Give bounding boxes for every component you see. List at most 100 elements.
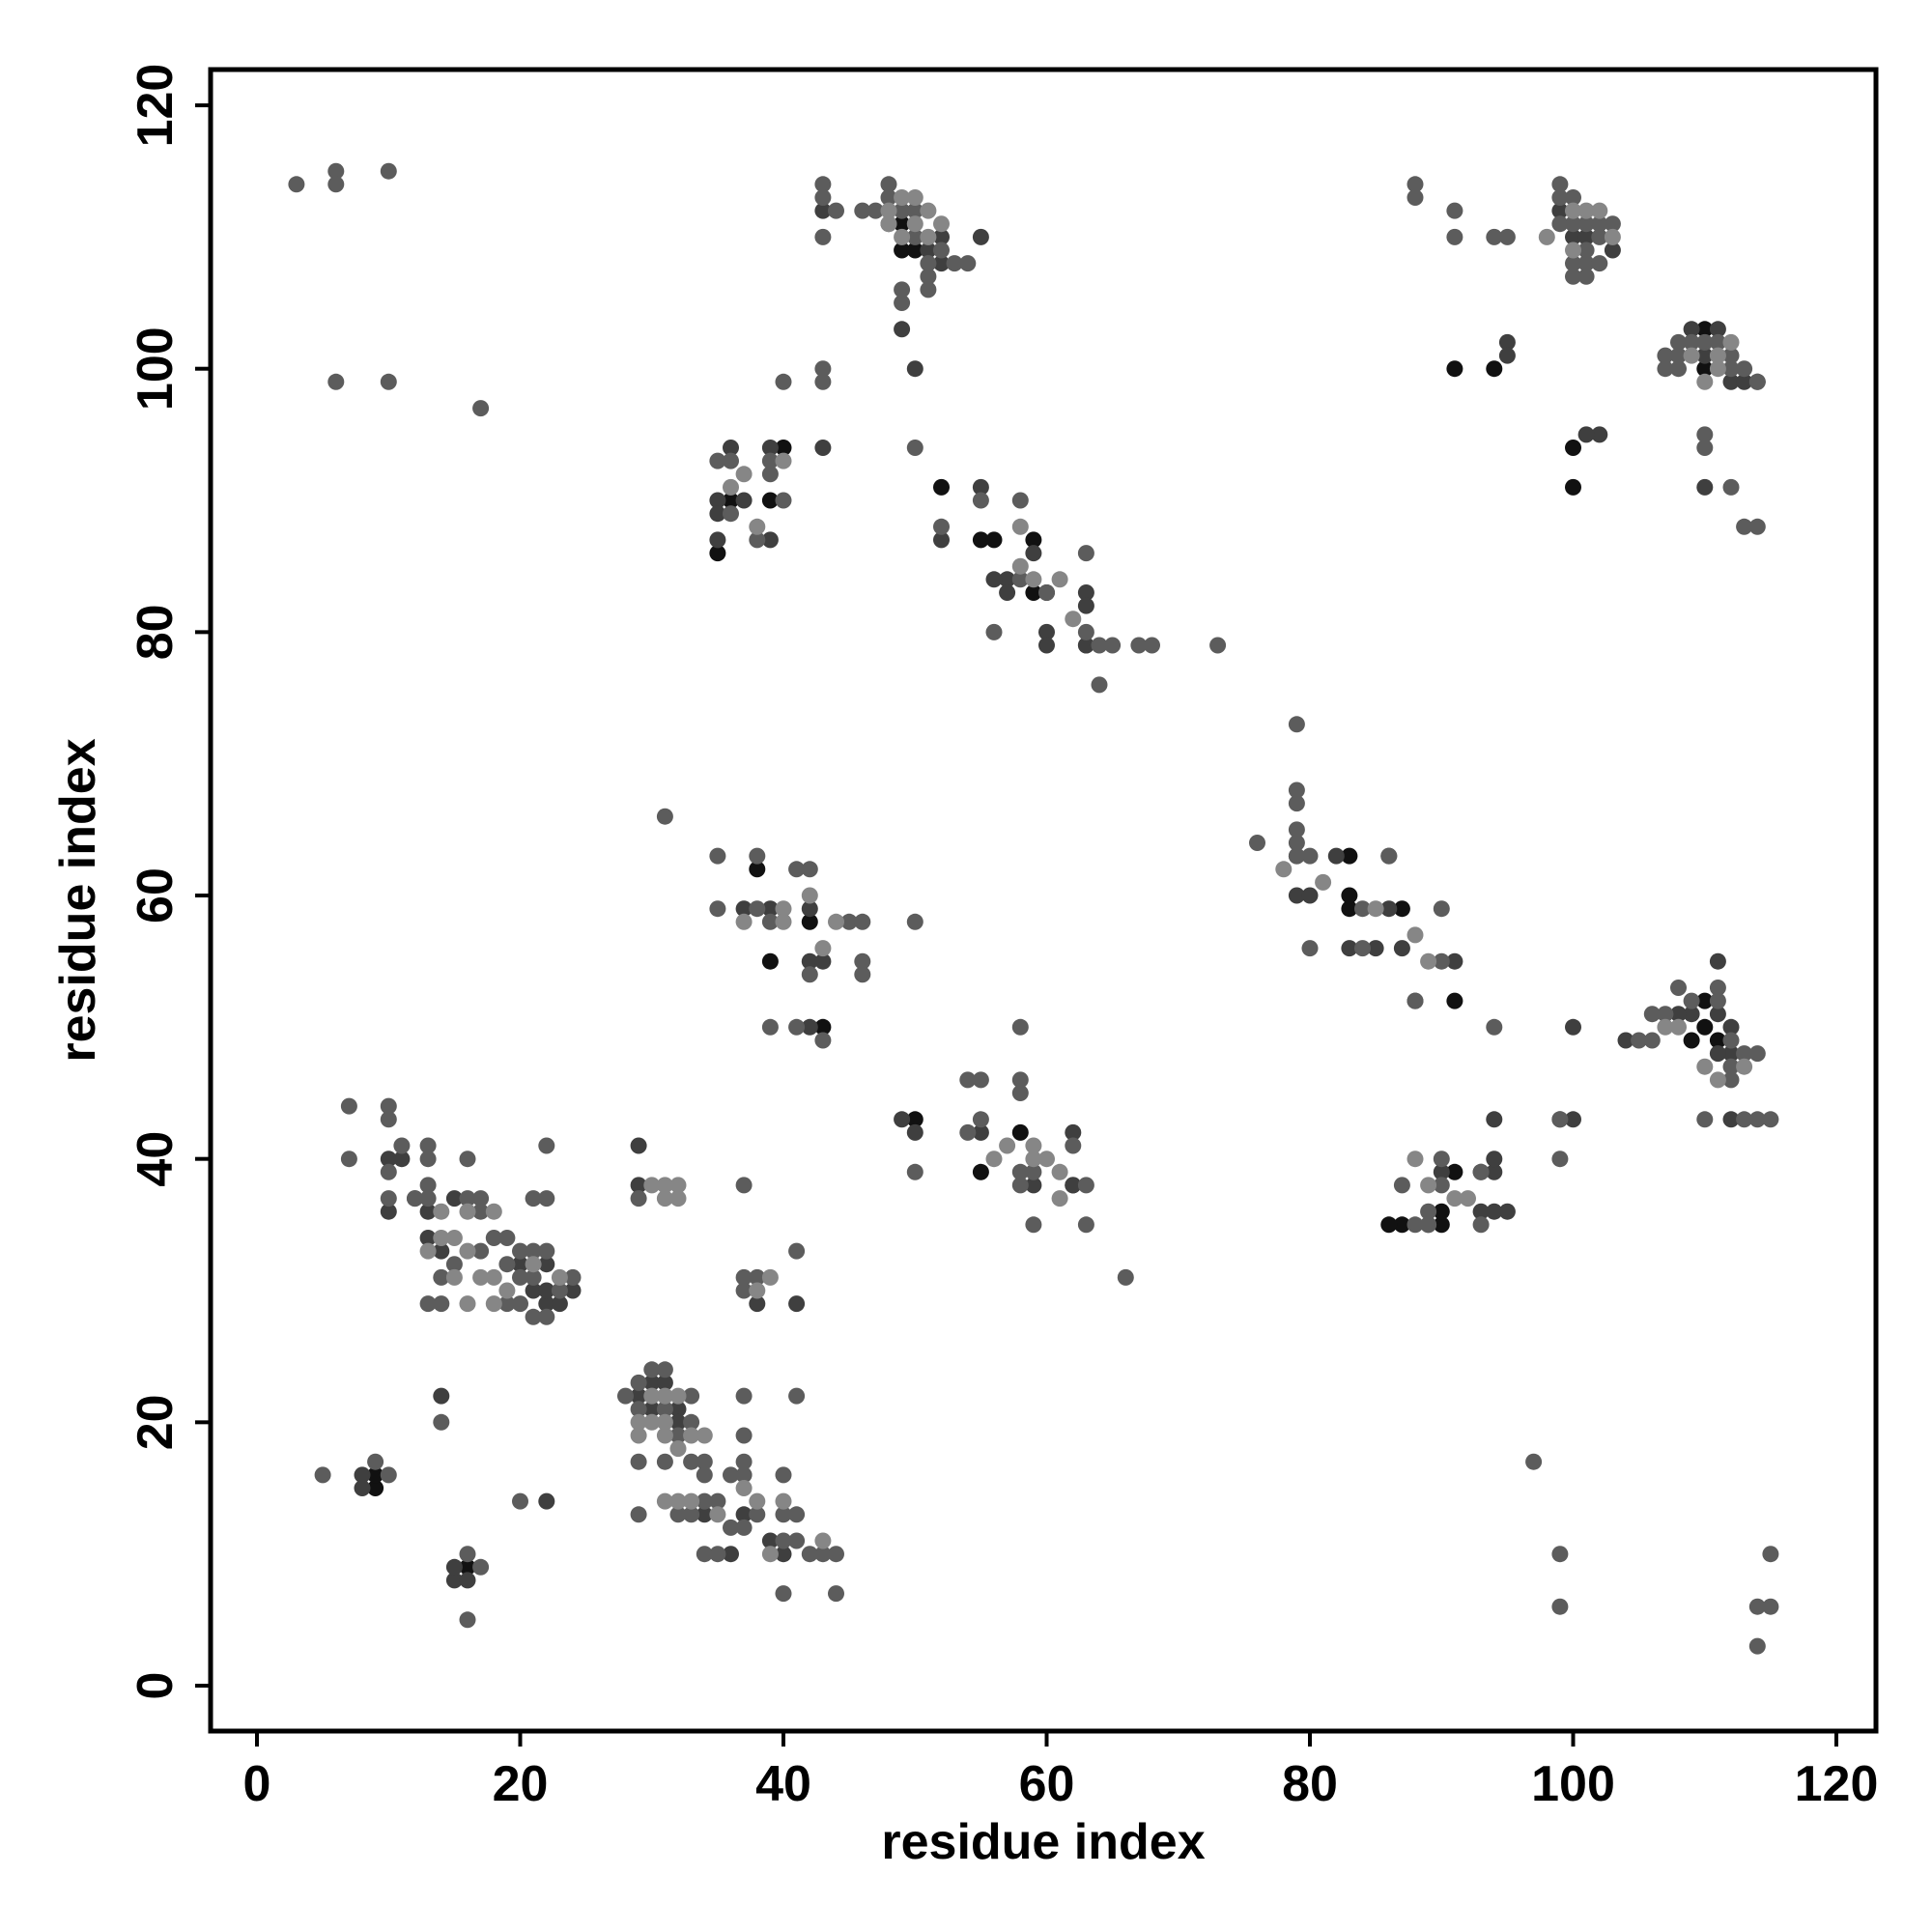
- contact-point: [656, 1374, 673, 1391]
- contact-point: [472, 1190, 490, 1208]
- contact-point: [538, 1282, 555, 1299]
- contact-point: [1301, 887, 1319, 904]
- contact-point: [1091, 676, 1108, 694]
- contact-point: [735, 1177, 753, 1194]
- contact-point: [1011, 571, 1029, 588]
- contact-point: [1565, 228, 1581, 245]
- contact-point: [459, 1242, 476, 1260]
- contact-point: [761, 913, 779, 930]
- contact-point: [380, 1466, 397, 1484]
- contact-point: [1683, 333, 1700, 351]
- contact-point: [775, 373, 792, 390]
- x-tick-label: 40: [755, 1756, 811, 1812]
- contact-point: [1077, 584, 1094, 601]
- contact-point: [1709, 333, 1726, 351]
- contact-point: [1670, 1006, 1687, 1023]
- contact-point: [894, 215, 911, 233]
- contact-point: [551, 1295, 568, 1313]
- contact-point: [433, 1268, 450, 1286]
- x-tick-label: 80: [1282, 1756, 1338, 1812]
- contact-point: [1631, 1032, 1648, 1049]
- contact-point: [630, 1453, 647, 1470]
- contact-point: [1748, 1045, 1766, 1063]
- contact-point: [1249, 835, 1265, 851]
- contact-point: [1341, 900, 1358, 918]
- contact-point: [1065, 611, 1082, 628]
- contact-point: [643, 1177, 661, 1194]
- contact-point: [498, 1295, 516, 1313]
- contact-point: [1433, 952, 1450, 970]
- contact-point: [814, 952, 832, 970]
- contact-point: [1065, 1123, 1082, 1141]
- contact-point: [1736, 360, 1753, 378]
- contact-point: [1709, 347, 1726, 364]
- contact-point: [1472, 1203, 1490, 1220]
- contact-point: [433, 1295, 450, 1313]
- contact-point: [1433, 1163, 1450, 1180]
- contact-point: [1565, 1111, 1581, 1128]
- contact-point: [1748, 373, 1766, 390]
- contact-point: [1472, 1163, 1490, 1180]
- contact-point: [920, 242, 937, 259]
- contact-point: [1077, 623, 1094, 640]
- contact-point: [683, 1453, 700, 1470]
- contact-point: [1460, 1190, 1476, 1208]
- contact-point: [669, 1440, 687, 1458]
- contact-point: [696, 1546, 713, 1563]
- contact-point: [643, 1401, 661, 1418]
- contact-point: [761, 1018, 779, 1036]
- contact-point: [723, 478, 739, 496]
- contact-point: [1077, 1177, 1094, 1194]
- contact-point: [1498, 1203, 1516, 1220]
- contact-point: [709, 1546, 726, 1563]
- contact-point: [972, 1111, 989, 1128]
- contact-point: [1354, 900, 1371, 918]
- contact-point: [1591, 215, 1608, 233]
- contact-point: [419, 1137, 437, 1154]
- contact-point: [1498, 333, 1516, 351]
- contact-point: [920, 202, 937, 219]
- contact-point: [551, 1282, 568, 1299]
- contact-point: [419, 1190, 437, 1208]
- contact-point: [906, 1111, 923, 1128]
- contact-point: [1657, 347, 1674, 364]
- contact-point: [380, 1097, 397, 1115]
- contact-point: [814, 373, 832, 390]
- contact-point: [1722, 1071, 1740, 1089]
- contact-point: [972, 1123, 989, 1141]
- contact-point: [1406, 926, 1424, 944]
- contact-point: [327, 162, 345, 180]
- contact-point: [1393, 900, 1410, 918]
- contact-point: [1551, 1151, 1569, 1168]
- contact-point: [643, 1413, 661, 1431]
- contact-point: [630, 1137, 647, 1154]
- contact-point: [1393, 1216, 1410, 1234]
- contact-point: [1406, 992, 1424, 1009]
- contact-point: [327, 373, 345, 390]
- contact-point: [788, 1018, 806, 1036]
- y-tick-label: 60: [128, 867, 184, 923]
- contact-point: [1591, 202, 1608, 219]
- contact-point: [709, 492, 726, 509]
- contact-point: [354, 1466, 371, 1484]
- contact-point: [894, 242, 911, 259]
- contact-point: [1446, 992, 1463, 1009]
- contact-point: [1696, 1018, 1714, 1036]
- contact-point: [801, 861, 818, 878]
- contact-point: [749, 861, 766, 878]
- contact-point: [775, 900, 792, 918]
- contact-point: [1670, 980, 1687, 996]
- contact-point: [1577, 215, 1595, 233]
- contact-point: [1011, 557, 1029, 575]
- y-tick-label: 100: [128, 327, 184, 411]
- contact-point: [1341, 887, 1358, 904]
- contact-point: [1446, 1190, 1463, 1208]
- contact-point: [814, 940, 832, 957]
- contact-point: [1565, 478, 1581, 496]
- contact-point: [749, 1295, 766, 1313]
- x-tick-label: 60: [1019, 1756, 1075, 1812]
- contact-point: [709, 900, 726, 918]
- x-tick-label: 120: [1795, 1756, 1879, 1812]
- contact-point: [985, 1151, 1003, 1168]
- contact-point: [972, 531, 989, 549]
